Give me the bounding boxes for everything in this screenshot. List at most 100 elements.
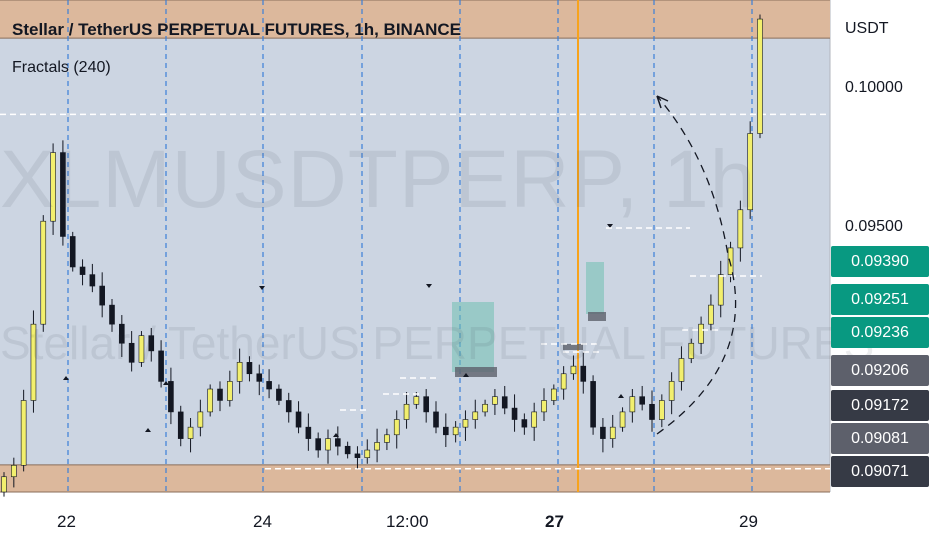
chart-title: Stellar / TetherUS PERPETUAL FUTURES, 1h…	[12, 20, 461, 39]
candle-down	[60, 152, 66, 237]
candle-up	[472, 411, 479, 420]
fractal-marker	[145, 428, 151, 432]
time-tick-label: 24	[253, 512, 272, 531]
candle-up	[20, 400, 27, 466]
candle-down	[99, 285, 105, 306]
price-badge: 0.09390	[831, 246, 929, 277]
candle-down	[69, 236, 76, 268]
fractal-marker	[463, 373, 469, 377]
candle-down	[344, 445, 351, 455]
candle-up	[708, 304, 714, 325]
candle-up	[30, 323, 37, 401]
consolidation-box	[586, 262, 604, 314]
candle-up	[678, 358, 685, 382]
time-axis-panel	[0, 492, 932, 550]
candle-down	[423, 396, 429, 413]
price-badge: 0.09081	[831, 423, 929, 454]
candle-down	[109, 304, 115, 325]
candle-up	[197, 411, 204, 428]
candle-down	[335, 438, 341, 447]
candle-up	[668, 381, 675, 401]
consolidation-box	[452, 302, 494, 372]
candle-up	[236, 362, 243, 382]
candle-up	[698, 323, 704, 344]
fractal-marker	[618, 394, 624, 398]
candle-down	[580, 365, 587, 382]
time-tick-label: 22	[57, 512, 76, 531]
candle-down	[266, 381, 272, 390]
candle-up	[492, 396, 498, 405]
projection-arrowhead	[656, 95, 669, 109]
candle-down	[246, 362, 253, 375]
candle-up	[462, 419, 469, 428]
candle-up	[482, 403, 488, 413]
plot-background	[0, 0, 830, 492]
candle-down	[148, 335, 155, 352]
price-badge: 0.09206	[831, 355, 929, 386]
candle-up	[50, 152, 56, 222]
candle-down	[79, 266, 86, 275]
price-badge: 0.09172	[831, 390, 929, 421]
candle-down	[128, 342, 135, 363]
candle-down	[649, 403, 655, 420]
candle-down	[89, 274, 96, 287]
candle-up	[374, 442, 380, 451]
fractal-marker	[426, 284, 432, 288]
price-badge: 0.09251	[831, 284, 929, 315]
candle-up	[452, 426, 459, 436]
price-tick-label: 0.10000	[845, 79, 903, 96]
candle-down	[600, 426, 606, 439]
candle-down	[433, 411, 439, 428]
candle-down	[285, 400, 292, 413]
candle-up	[531, 411, 537, 428]
candle-up	[609, 426, 616, 439]
consolidation-base	[588, 312, 606, 321]
candle-down	[295, 411, 302, 428]
indicator-label[interactable]: Fractals (240)	[12, 59, 111, 76]
candle-up	[227, 381, 233, 401]
fractal-marker	[259, 286, 265, 290]
candle-down	[443, 426, 449, 436]
candle-up	[737, 209, 744, 249]
candle-down	[276, 388, 282, 401]
candle-up	[138, 335, 145, 363]
price-badge: 0.09236	[831, 317, 929, 348]
candle-down	[501, 396, 508, 409]
fractal-marker	[163, 381, 169, 385]
candle-up	[393, 419, 400, 436]
candle-up	[11, 465, 17, 478]
candle-up	[413, 396, 420, 405]
time-tick-label: 27	[545, 512, 564, 531]
candle-up	[384, 434, 390, 443]
candle-up	[757, 18, 763, 134]
candle-up	[1, 476, 7, 493]
candle-up	[629, 396, 636, 413]
candle-down	[305, 426, 312, 439]
candle-down	[158, 350, 164, 382]
candle-up	[659, 400, 665, 420]
candle-up	[619, 411, 626, 428]
candle-down	[354, 453, 361, 458]
candle-up	[727, 247, 734, 275]
candle-up	[570, 365, 577, 375]
candle-down	[315, 438, 321, 451]
candle-up	[560, 373, 567, 390]
consolidation-base	[455, 367, 497, 377]
description-watermark: Stellar / TetherUS PERPETUAL FUTURES	[0, 317, 875, 369]
consolidation-base	[563, 344, 583, 350]
projection-arc	[656, 95, 737, 435]
candle-up	[187, 426, 194, 439]
fractal-marker	[333, 433, 339, 437]
candle-down	[177, 411, 184, 439]
candle-down	[119, 323, 125, 344]
fractal-marker	[63, 376, 69, 380]
price-axis-currency: USDT	[845, 20, 889, 37]
time-tick-label: 12:00	[386, 512, 429, 531]
time-tick-label: 29	[739, 512, 758, 531]
candle-down	[511, 407, 518, 420]
candle-down	[168, 381, 174, 413]
candle-up	[403, 403, 410, 420]
resistance-zone	[0, 0, 830, 39]
